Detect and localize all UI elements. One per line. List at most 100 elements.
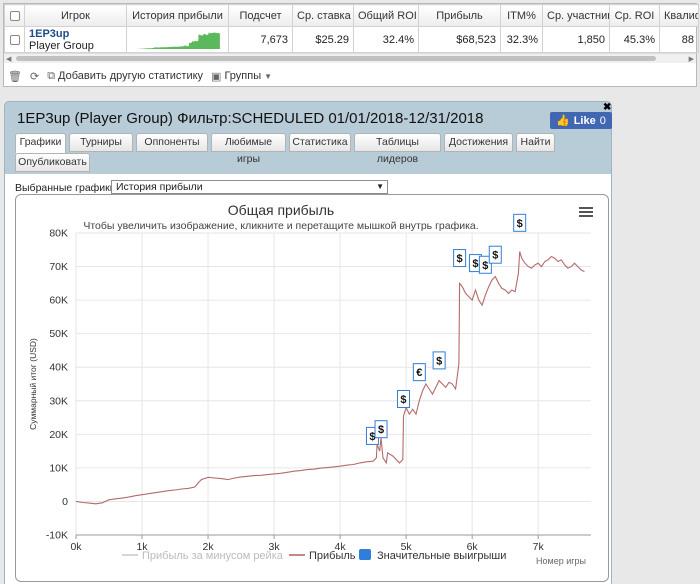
y-tick-label: -10K — [46, 530, 68, 542]
legend-label: Прибыль за минусом рейка — [142, 550, 284, 562]
tab-favorite-games[interactable]: Любимые игры — [211, 133, 286, 165]
total-roi-cell: 32.4% — [353, 26, 419, 53]
chart-selector-dropdown[interactable]: История прибыли ▼ — [111, 180, 388, 194]
win-marker-box — [453, 249, 467, 268]
chart-selector-label: Выбранные графики: — [15, 182, 119, 194]
significant-win-marker: $ — [396, 389, 410, 408]
win-marker-label: $ — [492, 250, 498, 262]
menu-icon[interactable] — [579, 207, 593, 219]
refresh-icon[interactable]: ⟳ — [29, 70, 40, 83]
win-marker-box — [513, 213, 527, 232]
itm-cell: 32.3% — [500, 26, 543, 53]
facebook-like-button[interactable]: 👍 Like 0 — [550, 112, 612, 129]
win-marker-box — [432, 351, 446, 370]
win-marker-box — [478, 255, 492, 274]
tab-statistics[interactable]: Статистика — [289, 133, 351, 152]
profit-history-sparkline — [126, 26, 229, 53]
save-icon: ▣ — [211, 70, 222, 83]
chart-title: Общая прибыль — [228, 202, 334, 218]
legend-swatch — [359, 549, 371, 560]
stats-table: Игрок История прибыли Подсчет Ср. ставка… — [4, 4, 699, 53]
player-name-link[interactable]: 1EP3up — [29, 27, 70, 40]
scroll-left-arrow-icon[interactable]: ◀ — [6, 56, 12, 63]
y-tick-label: 20K — [49, 429, 68, 441]
add-stat-button[interactable]: ⧉ Добавить другую статистику — [47, 70, 203, 83]
tab-find[interactable]: Найти — [516, 133, 555, 152]
significant-wins-markers: $$$€$$ $ $$$ — [365, 213, 527, 445]
y-tick-label: 30K — [49, 395, 68, 407]
like-count: 0 — [599, 114, 606, 127]
tab-charts[interactable]: Графики — [15, 133, 66, 154]
tab-opponents[interactable]: Оппоненты — [136, 133, 208, 152]
copy-icon: ⧉ — [47, 69, 56, 82]
row-checkbox[interactable] — [4, 26, 25, 53]
scroll-right-arrow-icon[interactable]: ▶ — [688, 56, 694, 63]
significant-win-marker: $ — [478, 255, 492, 274]
col-header[interactable]: Ср. ставка — [292, 4, 354, 27]
grid-lines — [75, 232, 591, 539]
scrollbar-thumb[interactable] — [16, 56, 656, 61]
x-tick-label: 4k — [335, 541, 347, 553]
win-marker-box — [374, 420, 388, 439]
y-tick-label: 40K — [49, 362, 68, 374]
table-row[interactable]: 1EP3up Player Group 7,673 $25.29 32.4% $… — [4, 26, 699, 53]
y-tick-label: 80K — [49, 228, 68, 240]
x-axis-ticks: 0k 1k 2k 3k 4k 5k 6k 7k — [70, 541, 544, 553]
tab-achievements[interactable]: Достижения — [444, 133, 513, 152]
legend-label: Значительные выигрыши — [377, 550, 506, 562]
significant-win-marker: $ — [453, 249, 467, 268]
charts-tab-content: Выбранные графики: История прибыли ▼ Общ… — [5, 174, 611, 584]
col-header[interactable]: Игрок — [24, 4, 127, 27]
tab-tournaments[interactable]: Турниры — [69, 133, 133, 152]
x-tick-label: 3k — [269, 541, 281, 553]
y-tick-label: 0 — [62, 496, 68, 508]
col-header[interactable]: Прибыль — [418, 4, 501, 27]
player-cell[interactable]: 1EP3up Player Group — [24, 26, 127, 53]
count-cell: 7,673 — [228, 26, 293, 53]
thumbs-up-icon: 👍 — [556, 115, 570, 127]
col-header[interactable]: ITM% — [500, 4, 543, 27]
x-tick-label: 0k — [70, 541, 82, 553]
player-group: Player Group — [29, 39, 94, 52]
col-header[interactable]: Общий ROI — [353, 4, 419, 27]
sparkline-area — [133, 31, 220, 49]
tab-leaderboards[interactable]: Таблицы лидеров — [354, 133, 441, 165]
close-icon[interactable]: ✖ — [603, 102, 612, 113]
groups-dropdown[interactable]: ▣ Группы ▼ — [211, 70, 272, 83]
profit-chart[interactable]: Общая прибыль Чтобы увеличить изображени… — [15, 194, 609, 582]
x-tick-label: 1k — [136, 541, 148, 553]
col-header[interactable]: Ср. участник — [542, 4, 610, 27]
win-marker-label: $ — [378, 424, 384, 436]
avg-roi-cell: 45.3% — [609, 26, 660, 53]
tab-publish[interactable]: Опубликовать — [15, 153, 90, 172]
win-marker-label: $ — [436, 355, 442, 367]
x-tick-label: 6k — [467, 541, 479, 553]
groups-label: Группы — [224, 70, 262, 82]
trash-icon[interactable]: 🗑 — [8, 70, 22, 83]
legend-item: Прибыль — [289, 550, 356, 562]
table-header-row: Игрок История прибыли Подсчет Ср. ставка… — [4, 4, 699, 27]
col-header[interactable]: Ср. ROI — [609, 4, 660, 27]
win-marker-label: $ — [369, 431, 375, 443]
x-tick-label: 2k — [203, 541, 215, 553]
y-tick-label: 60K — [49, 295, 68, 307]
avg-stake-cell: $25.29 — [292, 26, 354, 53]
y-tick-label: 10K — [49, 462, 68, 474]
col-header[interactable]: Квалиф — [659, 4, 699, 27]
win-marker-label: $ — [517, 218, 523, 230]
win-marker-label: $ — [482, 260, 488, 272]
col-header[interactable]: История прибыли — [126, 4, 229, 27]
win-marker-label: € — [416, 367, 422, 379]
y-tick-label: 70K — [49, 261, 68, 273]
qualif-cell: 88 — [659, 26, 699, 53]
horizontal-scrollbar[interactable]: ◀ ▶ — [4, 53, 696, 63]
chevron-down-icon: ▼ — [264, 71, 273, 81]
select-all-checkbox[interactable] — [4, 4, 25, 27]
chevron-down-icon: ▼ — [376, 182, 384, 191]
chart-svg[interactable]: Общая прибыль Чтобы увеличить изображени… — [16, 195, 608, 581]
significant-win-marker: $ — [488, 245, 502, 264]
legend-label: Прибыль — [309, 550, 356, 562]
add-stat-label: Добавить другую статистику — [58, 70, 204, 82]
chart-legend: Прибыль за минусом рейка Прибыль Значитель… — [122, 549, 506, 562]
col-header[interactable]: Подсчет — [228, 4, 293, 27]
